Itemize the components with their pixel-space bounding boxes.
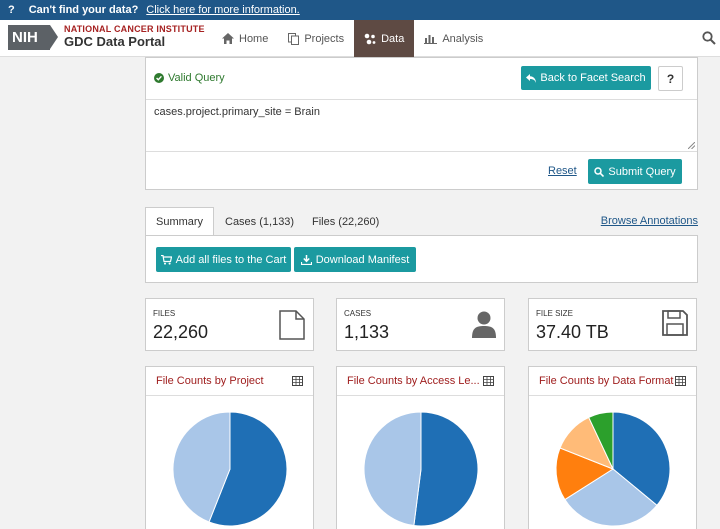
- logo-portal-name: GDC Data Portal: [64, 34, 166, 50]
- chart-title: File Counts by Data Format: [539, 375, 674, 387]
- pie-slice-2[interactable]: [555, 447, 615, 501]
- chart-title: File Counts by Access Le...: [347, 375, 480, 387]
- chart-title: File Counts by Project: [156, 375, 264, 387]
- notice-link[interactable]: Click here for more information.: [146, 4, 300, 16]
- notice-message: Can't find your data?: [28, 4, 139, 16]
- back-to-facet-search-button[interactable]: Back to Facet Search: [521, 66, 651, 90]
- user-icon: [472, 311, 496, 338]
- pie-slice-0[interactable]: [612, 411, 671, 507]
- data-icon: [364, 33, 376, 44]
- notice-bar: ? Can't find your data? Click here for m…: [0, 0, 720, 20]
- check-circle-icon: [154, 73, 164, 83]
- stat-card-files: FILES 22,260: [145, 298, 314, 351]
- nav-projects-label: Projects: [304, 32, 345, 45]
- query-help-button[interactable]: ?: [658, 66, 683, 91]
- pie-chart: [363, 411, 479, 527]
- reset-link[interactable]: Reset: [548, 165, 577, 177]
- query-text: cases.project.primary_site = Brain: [154, 106, 320, 118]
- table-icon[interactable]: [483, 376, 494, 386]
- browse-annotations-link[interactable]: Browse Annotations: [600, 215, 698, 227]
- query-status: Valid Query: [154, 72, 225, 84]
- stat-value: 22,260: [153, 322, 209, 342]
- stat-value: 37.40 TB: [536, 322, 609, 342]
- stat-label: FILE SIZE: [536, 309, 573, 318]
- nav-analysis[interactable]: Analysis: [414, 20, 493, 57]
- stat-card-file-size: FILE SIZE 37.40 TB: [528, 298, 697, 351]
- tab-files[interactable]: Files (22,260): [312, 215, 380, 228]
- pie-slice-0[interactable]: [413, 411, 479, 527]
- stat-label: FILES: [153, 309, 176, 318]
- table-icon[interactable]: [292, 376, 303, 386]
- add-all-files-to-cart-button[interactable]: Add all files to the Cart: [156, 247, 291, 272]
- nih-logo-mark: NIH: [8, 25, 58, 50]
- gdc-logo[interactable]: NIH NATIONAL CANCER INSTITUTE GDC Data P…: [8, 25, 205, 50]
- pie-chart: [172, 411, 288, 527]
- search-icon: [594, 166, 605, 177]
- bar-chart-icon: [424, 35, 438, 44]
- pie-slice-1[interactable]: [172, 411, 231, 523]
- summary-actions-panel: Add all files to the Cart Download Manif…: [145, 235, 698, 283]
- stat-label: CASES: [344, 309, 372, 318]
- advanced-query-panel: Valid Query Back to Facet Search ? cases…: [145, 57, 698, 190]
- stat-card-cases: CASES 1,133: [336, 298, 505, 351]
- site-header: NIH NATIONAL CANCER INSTITUTE GDC Data P…: [0, 20, 720, 57]
- home-icon: [222, 33, 234, 44]
- pie-slice-1[interactable]: [363, 411, 422, 527]
- file-icon: [279, 310, 305, 340]
- reply-icon: [526, 73, 537, 83]
- search-icon[interactable]: [702, 31, 716, 45]
- query-input[interactable]: cases.project.primary_site = Brain: [146, 99, 697, 152]
- main-nav: Home Projects Data Analysis: [212, 20, 493, 57]
- nav-home[interactable]: Home: [212, 20, 278, 57]
- copy-icon: [288, 32, 300, 45]
- download-icon: [300, 254, 312, 265]
- pie-chart: [555, 411, 671, 527]
- results-tabs: Summary Cases (1,133) Files (22,260) Bro…: [145, 207, 698, 236]
- tab-cases[interactable]: Cases (1,133): [225, 215, 295, 228]
- nav-home-label: Home: [239, 32, 269, 45]
- nav-data[interactable]: Data: [354, 20, 415, 57]
- tab-summary[interactable]: Summary: [145, 207, 215, 236]
- resize-grip-icon[interactable]: [688, 142, 695, 149]
- nav-analysis-label: Analysis: [442, 32, 484, 45]
- pie-slice-4[interactable]: [588, 411, 614, 470]
- nav-data-label: Data: [381, 32, 405, 45]
- cart-icon: [160, 254, 172, 265]
- download-manifest-button[interactable]: Download Manifest: [294, 247, 416, 272]
- pie-slice-1[interactable]: [564, 468, 658, 527]
- chart-card-data-format: File Counts by Data Format: [528, 366, 697, 529]
- chart-card-access-level: File Counts by Access Le...: [336, 366, 505, 529]
- save-icon: [662, 310, 688, 336]
- pie-slice-0[interactable]: [208, 411, 288, 527]
- query-status-label: Valid Query: [168, 72, 225, 84]
- chart-card-project: File Counts by Project: [145, 366, 314, 529]
- stat-value: 1,133: [344, 322, 390, 342]
- table-icon[interactable]: [675, 376, 686, 386]
- help-icon: ?: [8, 4, 15, 16]
- nav-projects[interactable]: Projects: [278, 20, 354, 57]
- logo-institute: NATIONAL CANCER INSTITUTE: [64, 24, 205, 35]
- submit-query-button[interactable]: Submit Query: [588, 159, 682, 184]
